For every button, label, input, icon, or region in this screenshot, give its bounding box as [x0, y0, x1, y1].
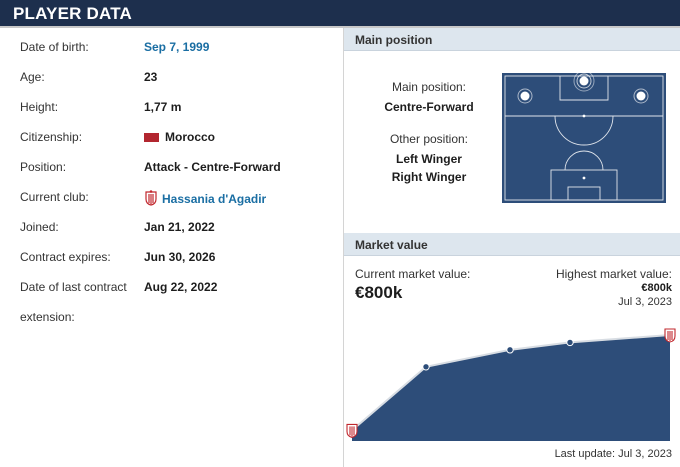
player-data-header: PLAYER DATA [0, 0, 680, 28]
player-data-row: Age: 23 [0, 58, 343, 88]
panel-divider [343, 28, 344, 467]
pitch-diagram [502, 73, 666, 203]
row-value: Morocco [144, 130, 215, 144]
player-data-row: Position: Attack - Centre-Forward [0, 148, 343, 178]
row-label: Joined: [20, 220, 59, 234]
chart-point-crest-icon[interactable] [664, 328, 676, 343]
row-label: extension: [20, 310, 75, 324]
position-marker-left-winger [517, 88, 533, 104]
row-value: Jan 21, 2022 [144, 220, 215, 234]
row-value[interactable]: Sep 7, 1999 [144, 40, 209, 54]
row-label: Height: [20, 100, 59, 114]
row-value: 23 [144, 70, 157, 84]
row-label: Date of last contract [20, 280, 127, 294]
main-position-value: Centre-Forward [384, 100, 474, 114]
row-label: Age: [20, 70, 45, 84]
other-position-value: Right Winger [391, 170, 467, 184]
main-position-label: Main position: [391, 80, 467, 94]
highest-market-value-date: Jul 3, 2023 [618, 296, 672, 308]
position-info: Main position: Centre-Forward Other posi… [344, 80, 514, 188]
page-title: PLAYER DATA [13, 4, 133, 23]
player-data-row: Date of birth: Sep 7, 1999 [0, 28, 343, 58]
player-data-row: Contract expires: Jun 30, 2026 [0, 238, 343, 268]
player-data-row: Date of last contract Aug 22, 2022 [0, 268, 343, 298]
chart-point[interactable] [422, 363, 430, 371]
row-value[interactable]: Hassania d'Agadir [144, 190, 266, 206]
chart-area [352, 335, 670, 441]
row-value-text: 1,77 m [144, 100, 182, 114]
side-panel: Main position Main position: Centre-Forw… [344, 28, 680, 467]
row-label: Date of birth: [20, 40, 89, 54]
chart-point[interactable] [566, 338, 574, 347]
row-value-text[interactable]: Sep 7, 1999 [144, 40, 210, 54]
player-data-row: Current club: Hassania d'Agadir [0, 178, 343, 208]
club-crest-icon [145, 190, 157, 206]
row-value-text: Jan 21, 2022 [144, 220, 215, 234]
row-value: 1,77 m [144, 100, 181, 114]
row-value-text: Aug 22, 2022 [144, 280, 218, 294]
flag-icon [144, 133, 159, 142]
other-position-label: Other position: [389, 132, 469, 146]
row-label: Position: [20, 160, 67, 174]
player-data-row: Height: 1,77 m [0, 88, 343, 118]
player-data-row: Citizenship: Morocco [0, 118, 343, 148]
row-label: Citizenship: [20, 130, 83, 144]
last-update-text: Last update: Jul 3, 2023 [554, 448, 672, 460]
row-value-text: Jun 30, 2026 [144, 250, 216, 264]
row-value-text: Morocco [165, 130, 216, 144]
market-value-heading: Market value [344, 233, 680, 256]
position-marker-centre-forward [573, 73, 595, 92]
other-position-value: Left Winger [396, 152, 462, 166]
row-value-text: Attack - Centre-Forward [144, 160, 281, 174]
highest-market-value: €800k [641, 282, 672, 294]
chart-point-crest-icon[interactable] [346, 423, 358, 438]
position-marker-right-winger [633, 88, 649, 104]
row-value: Jun 30, 2026 [144, 250, 215, 264]
row-value: Aug 22, 2022 [144, 280, 217, 294]
current-market-value: €800k [355, 283, 403, 302]
row-label: Current club: [20, 190, 89, 204]
main-position-heading: Main position [344, 28, 680, 51]
row-value-text: 23 [144, 70, 158, 84]
highest-market-value-label: Highest market value: [555, 267, 672, 281]
player-data-panel: Date of birth: Sep 7, 1999 Age: 23 Height: 1,… [0, 28, 343, 467]
current-market-value-label: Current market value: [355, 267, 471, 281]
row-label: Contract expires: [20, 250, 111, 264]
player-data-row: Joined: Jan 21, 2022 [0, 208, 343, 238]
row-value: Attack - Centre-Forward [144, 160, 281, 174]
row-value-text[interactable]: Hassania d'Agadir [162, 192, 267, 206]
chart-point[interactable] [506, 346, 514, 354]
player-data-row: extension: [0, 298, 343, 328]
market-value-chart[interactable] [344, 325, 680, 445]
